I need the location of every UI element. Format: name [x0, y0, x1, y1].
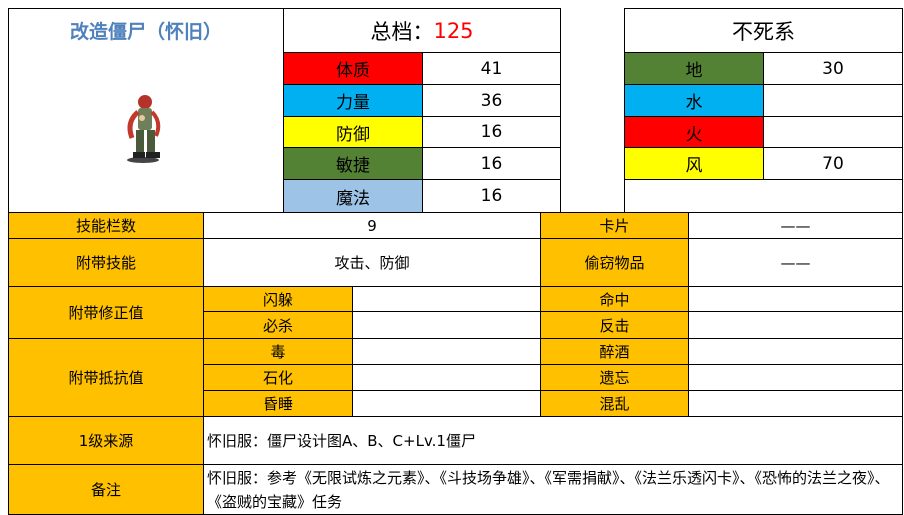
row-label: 备注: [8, 464, 204, 515]
sub-label: 命中: [540, 286, 689, 312]
stat-value: 16: [422, 147, 561, 180]
sub-value: [688, 286, 903, 312]
stat-value: 36: [422, 84, 561, 117]
row-label: 1级来源: [8, 416, 204, 465]
sub-value: [688, 364, 903, 391]
sub-label: 必杀: [203, 311, 353, 339]
stat-label: 防御: [283, 116, 423, 148]
stat-label: 敏捷: [283, 147, 423, 180]
sub-label: 混乱: [540, 390, 689, 417]
element-label: 地: [624, 52, 764, 85]
stat-label: 体质: [283, 52, 423, 85]
card-value: ——: [688, 212, 903, 239]
sub-label: 反击: [540, 311, 689, 339]
element-value: [763, 84, 903, 117]
element-value: 30: [763, 52, 903, 85]
row-label: 附带抵抗值: [8, 338, 204, 417]
total-header: 总档： 125: [283, 8, 561, 53]
steal-value: ——: [688, 238, 903, 287]
sub-label: 遗忘: [540, 364, 689, 391]
sub-value: [688, 338, 903, 365]
element-value: [763, 116, 903, 148]
sub-value: [688, 390, 903, 417]
sub-value: [352, 286, 541, 312]
row-label: 附带技能: [8, 238, 204, 287]
empty-row: [624, 179, 903, 213]
type-header: 不死系: [624, 8, 903, 53]
stat-label: 力量: [283, 84, 423, 117]
stat-value: 41: [422, 52, 561, 85]
total-value: 125: [433, 18, 474, 43]
row-label: 附带修正值: [8, 286, 204, 339]
row-label: 偷窃物品: [540, 238, 689, 287]
element-value: 70: [763, 147, 903, 180]
stat-value: 16: [422, 116, 561, 148]
element-label: 风: [624, 147, 764, 180]
sub-value: [352, 364, 541, 391]
sub-label: 闪躲: [203, 286, 353, 312]
skills-value: 攻击、防御: [203, 238, 541, 287]
element-label: 水: [624, 84, 764, 117]
stat-label: 魔法: [283, 179, 423, 213]
sub-label: 醉酒: [540, 338, 689, 365]
stat-value: 16: [422, 179, 561, 213]
sub-value: [688, 311, 903, 339]
row-label: 技能栏数: [8, 212, 204, 239]
skill-slots-value: 9: [203, 212, 541, 239]
row-label: 卡片: [540, 212, 689, 239]
monster-sprite: [127, 95, 161, 163]
total-label: 总档：: [370, 19, 434, 44]
sub-value: [352, 311, 541, 339]
source-value: 怀旧服：僵尸设计图A、B、C+Lv.1僵尸: [203, 416, 903, 465]
element-label: 火: [624, 116, 764, 148]
notes-value: 怀旧服：参考《无限试炼之元素》、《斗技场争雄》、《军需捐献》、《法兰乐透闪卡》、…: [203, 464, 903, 515]
monster-name: 改造僵尸（怀旧）: [69, 21, 222, 43]
sub-label: 石化: [203, 364, 353, 391]
sub-label: 毒: [203, 338, 353, 365]
sub-value: [352, 390, 541, 417]
sub-value: [352, 338, 541, 365]
sub-label: 昏睡: [203, 390, 353, 417]
